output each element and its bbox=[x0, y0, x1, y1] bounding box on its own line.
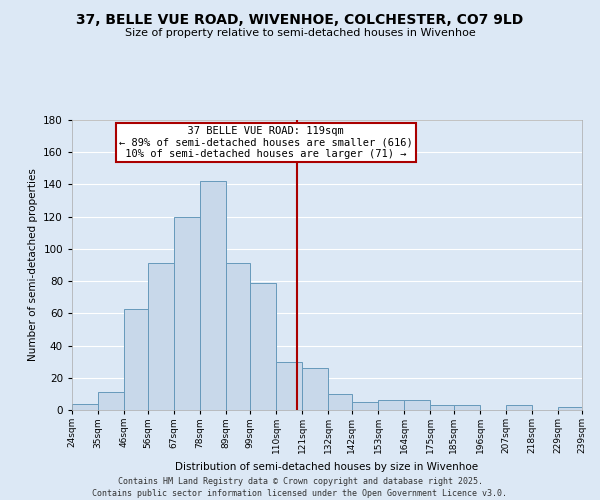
Bar bbox=[378, 400, 404, 410]
Text: 37, BELLE VUE ROAD, WIVENHOE, COLCHESTER, CO7 9LD: 37, BELLE VUE ROAD, WIVENHOE, COLCHESTER… bbox=[76, 12, 524, 26]
Bar bbox=[174, 216, 200, 410]
Bar bbox=[98, 392, 124, 410]
X-axis label: Distribution of semi-detached houses by size in Wivenhoe: Distribution of semi-detached houses by … bbox=[175, 462, 479, 471]
Bar bbox=[404, 400, 430, 410]
Bar bbox=[250, 282, 276, 410]
Bar bbox=[148, 264, 174, 410]
Bar bbox=[72, 404, 98, 410]
Bar bbox=[558, 407, 582, 410]
Bar bbox=[200, 181, 226, 410]
Bar bbox=[352, 402, 378, 410]
Bar bbox=[328, 394, 352, 410]
Text: Contains HM Land Registry data © Crown copyright and database right 2025.
Contai: Contains HM Land Registry data © Crown c… bbox=[92, 476, 508, 498]
Y-axis label: Number of semi-detached properties: Number of semi-detached properties bbox=[28, 168, 38, 362]
Text: 37 BELLE VUE ROAD: 119sqm  
← 89% of semi-detached houses are smaller (616)
 10%: 37 BELLE VUE ROAD: 119sqm ← 89% of semi-… bbox=[119, 126, 413, 159]
Bar bbox=[506, 405, 532, 410]
Bar bbox=[454, 405, 480, 410]
Bar bbox=[124, 308, 148, 410]
Text: Size of property relative to semi-detached houses in Wivenhoe: Size of property relative to semi-detach… bbox=[125, 28, 475, 38]
Bar bbox=[302, 368, 328, 410]
Bar bbox=[276, 362, 302, 410]
Bar bbox=[430, 405, 454, 410]
Bar bbox=[226, 264, 250, 410]
